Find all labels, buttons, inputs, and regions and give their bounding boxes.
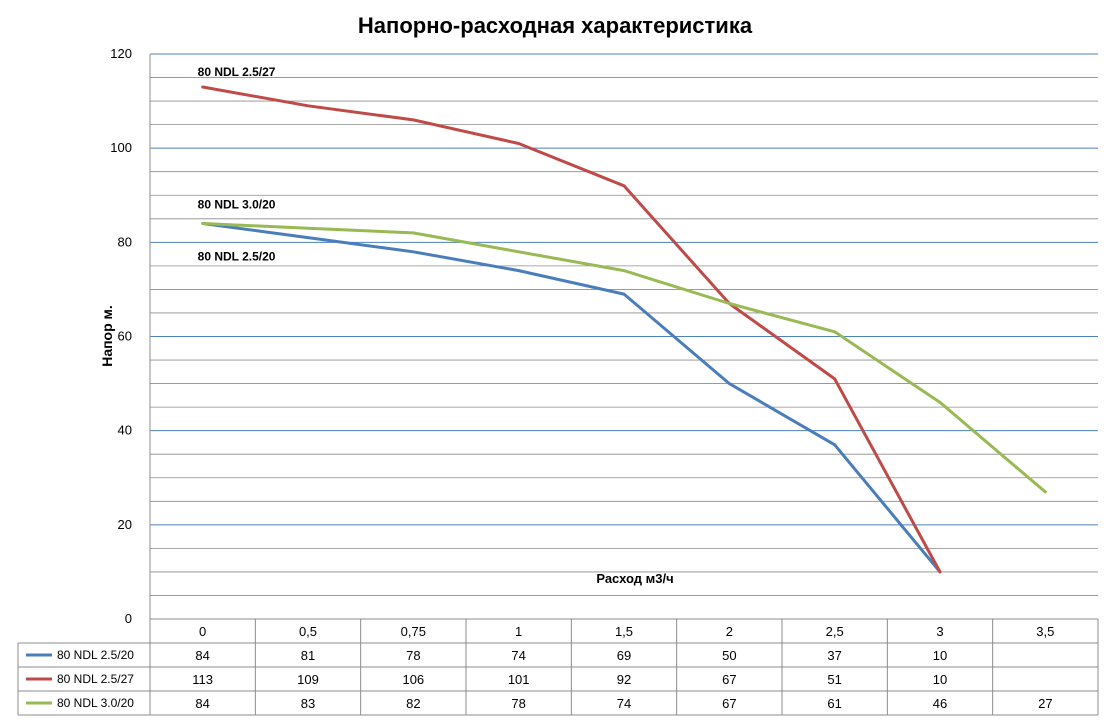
table-cell-value: 109: [297, 672, 319, 687]
table-cell-value: 78: [511, 696, 525, 711]
table-cell-value: 46: [933, 696, 947, 711]
table-cell-value: 78: [406, 648, 420, 663]
labels: Напорно-расходная характеристика Напор м…: [99, 13, 753, 586]
table-cell-value: 92: [617, 672, 631, 687]
axes: 0 20 40 60 80 100 120: [110, 46, 151, 626]
legend-label: 80 NDL 3.0/20: [57, 696, 134, 710]
table-cell-value: 84: [195, 648, 209, 663]
table-cell-value: 106: [402, 672, 424, 687]
table-cell-value: 101: [508, 672, 530, 687]
x-tick-label: 1,5: [615, 624, 633, 639]
y-tick-label: 80: [118, 234, 132, 249]
x-axis-label: Расход м3/ч: [596, 571, 673, 586]
x-tick-label: 0,5: [299, 624, 317, 639]
data-table: 0 0,5 0,75 1 1,5 2 2,5 3 3,5 80 NDL 2.5/20 84 81 78 7…: [17, 618, 1099, 716]
table-cell-value: 37: [827, 648, 841, 663]
table-cell-value: 83: [301, 696, 315, 711]
table-cell-value: 67: [722, 672, 736, 687]
table-cell-value: 113: [192, 672, 213, 687]
x-tick-label: 0: [199, 624, 206, 639]
legend-label: 80 NDL 2.5/27: [57, 672, 134, 686]
table-cell-value: 67: [722, 696, 736, 711]
y-axis-label: Напор м.: [99, 305, 115, 367]
y-tick-label: 100: [110, 140, 132, 155]
y-tick-label: 120: [110, 46, 132, 61]
series-line: [201, 85, 942, 574]
x-tick-label: 0,75: [401, 624, 426, 639]
x-tick-label: 3,5: [1036, 624, 1054, 639]
grid: [150, 53, 1098, 620]
table-cell-value: 81: [301, 648, 315, 663]
y-tick-label: 20: [118, 517, 132, 532]
series-annotation: 80 NDL 2.5/27: [198, 65, 276, 79]
series-lines: [201, 85, 1047, 574]
table-cell-value: 82: [406, 696, 420, 711]
series-annotation: 80 NDL 3.0/20: [198, 198, 276, 212]
x-tick-label: 2,5: [826, 624, 844, 639]
legend-label: 80 NDL 2.5/20: [57, 648, 134, 662]
table-cell-value: 10: [933, 672, 947, 687]
series-line: [201, 222, 1047, 494]
y-tick-label: 40: [118, 423, 132, 438]
table-cell-value: 27: [1038, 696, 1052, 711]
table-cell-value: 74: [511, 648, 525, 663]
x-tick-label: 2: [726, 624, 733, 639]
series-annotation: 80 NDL 2.5/20: [198, 250, 276, 264]
table-cell-value: 84: [195, 696, 209, 711]
table-cell-value: 74: [617, 696, 631, 711]
x-tick-label: 3: [936, 624, 943, 639]
table-cell-value: 50: [722, 648, 736, 663]
y-tick-label: 60: [118, 329, 132, 344]
table-cell-value: 61: [827, 696, 841, 711]
y-tick-label: 0: [125, 611, 132, 626]
series-line: [201, 222, 942, 574]
chart-title: Напорно-расходная характеристика: [358, 13, 753, 38]
x-tick-label: 1: [515, 624, 522, 639]
table-cell-value: 51: [827, 672, 841, 687]
table-cell-value: 10: [933, 648, 947, 663]
table-cell-value: 69: [617, 648, 631, 663]
